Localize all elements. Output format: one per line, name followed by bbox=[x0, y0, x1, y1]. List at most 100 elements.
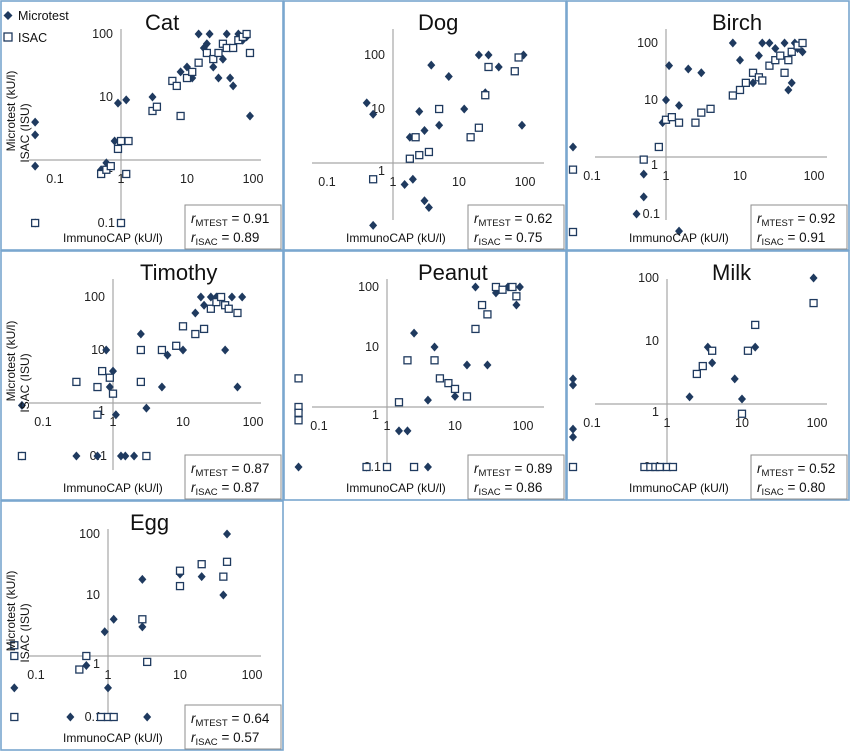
x-axis-title: ImmunoCAP (kU/l) bbox=[629, 231, 729, 245]
microtest-point bbox=[100, 627, 109, 637]
isac-point bbox=[512, 292, 521, 301]
microtest-point bbox=[427, 60, 436, 70]
correlation-box bbox=[184, 204, 282, 250]
microtest-point bbox=[109, 614, 118, 624]
isac-point bbox=[143, 657, 152, 667]
panel-title: Peanut bbox=[418, 260, 488, 285]
r-isac: rISAC = 0.80 bbox=[757, 480, 825, 498]
isac-point bbox=[411, 133, 420, 142]
isac-point bbox=[96, 712, 106, 722]
microtest-point bbox=[136, 329, 145, 339]
isac-point bbox=[382, 462, 392, 472]
microtest-point bbox=[122, 95, 131, 105]
isac-point bbox=[462, 392, 472, 401]
microtest-point bbox=[245, 111, 254, 121]
series-isac bbox=[568, 298, 818, 472]
microtest-point bbox=[639, 192, 648, 202]
r-mtest: rMTEST = 0.52 bbox=[757, 461, 835, 479]
series-microtest bbox=[569, 38, 807, 236]
r-isac: rISAC = 0.87 bbox=[191, 480, 259, 498]
x-tick-label: 10 bbox=[176, 415, 190, 429]
legend: Microtest ISAC bbox=[3, 9, 69, 45]
isac-point bbox=[245, 48, 255, 58]
isac-point bbox=[191, 329, 200, 339]
x-tick-label: 10 bbox=[735, 416, 749, 430]
isac-point bbox=[109, 712, 118, 722]
isac-point bbox=[214, 48, 223, 58]
isac-point bbox=[116, 218, 126, 228]
y-tick-label: 100 bbox=[358, 280, 379, 294]
isac-point bbox=[10, 651, 19, 661]
microtest-point bbox=[444, 71, 453, 81]
microtest-point bbox=[765, 38, 774, 48]
isac-point bbox=[122, 169, 131, 179]
microtest-point bbox=[569, 374, 577, 384]
panel-title: Dog bbox=[418, 10, 458, 35]
isac-point bbox=[474, 123, 484, 132]
microtest-point bbox=[483, 360, 492, 370]
microtest-point bbox=[148, 92, 157, 102]
correlation-box bbox=[750, 204, 848, 250]
x-tick-label: 0.1 bbox=[46, 172, 63, 186]
isac-point bbox=[142, 451, 151, 461]
isac-point bbox=[483, 310, 492, 319]
microtest-point bbox=[569, 424, 577, 434]
y-tick-label: 10 bbox=[365, 340, 379, 354]
isac-point bbox=[116, 136, 126, 146]
y-tick-label: 10 bbox=[645, 334, 659, 348]
isac-point bbox=[368, 175, 378, 184]
microtest-point bbox=[369, 220, 378, 230]
x-tick-label: 0.1 bbox=[583, 169, 600, 183]
microtest-point bbox=[780, 38, 789, 48]
x-tick-label: 1 bbox=[110, 415, 117, 429]
microtest-point bbox=[424, 202, 433, 212]
y-axis-title-line2: ISAC (ISU) bbox=[18, 353, 32, 412]
isac-point bbox=[108, 389, 118, 398]
microtest-point bbox=[105, 382, 114, 392]
microtest-point bbox=[400, 179, 409, 189]
isac-point bbox=[216, 292, 226, 302]
isac-point bbox=[136, 345, 146, 355]
x-axis-title: ImmunoCAP (kU/l) bbox=[63, 731, 163, 745]
microtest-point bbox=[662, 95, 670, 105]
isac-point bbox=[748, 68, 758, 77]
microtest-point bbox=[408, 174, 417, 184]
x-tick-label: 10 bbox=[448, 419, 462, 433]
y-tick-label: 100 bbox=[92, 27, 113, 41]
microtest-point bbox=[157, 382, 166, 392]
microtest-point bbox=[430, 342, 439, 352]
microtest-point bbox=[138, 622, 147, 632]
y-axis-title: Microtest (kU/l) bbox=[4, 71, 18, 152]
microtest-point bbox=[142, 403, 151, 413]
series-isac bbox=[30, 29, 255, 228]
r-isac: rISAC = 0.91 bbox=[757, 230, 825, 248]
isac-point bbox=[771, 56, 780, 65]
isac-point bbox=[197, 560, 206, 569]
y-axis-title: Microtest (kU/l) bbox=[4, 571, 18, 652]
microtest-point bbox=[197, 572, 206, 582]
isac-point bbox=[639, 155, 648, 164]
isac-point bbox=[224, 304, 233, 313]
x-tick-label: 0.1 bbox=[583, 416, 600, 430]
microtest-point bbox=[82, 660, 91, 670]
isac-point bbox=[82, 651, 91, 661]
microtest-point bbox=[569, 432, 577, 442]
x-tick-label: 1 bbox=[384, 419, 391, 433]
isac-point bbox=[168, 76, 177, 86]
y-tick-label: 1 bbox=[372, 408, 379, 422]
microtest-point bbox=[569, 380, 577, 390]
isac-point bbox=[182, 73, 192, 83]
microtest-point bbox=[109, 366, 117, 376]
microtest-point bbox=[31, 130, 40, 140]
microtest-point bbox=[423, 395, 432, 405]
microtest-point bbox=[205, 29, 214, 39]
isac-point bbox=[424, 147, 434, 157]
y-axis-title-line2: ISAC (ISU) bbox=[18, 103, 32, 162]
microtest-point bbox=[751, 342, 760, 352]
x-tick-label: 1 bbox=[105, 668, 112, 682]
microtest-point bbox=[209, 62, 218, 72]
series-microtest bbox=[10, 529, 232, 722]
microtest-point bbox=[66, 712, 75, 722]
